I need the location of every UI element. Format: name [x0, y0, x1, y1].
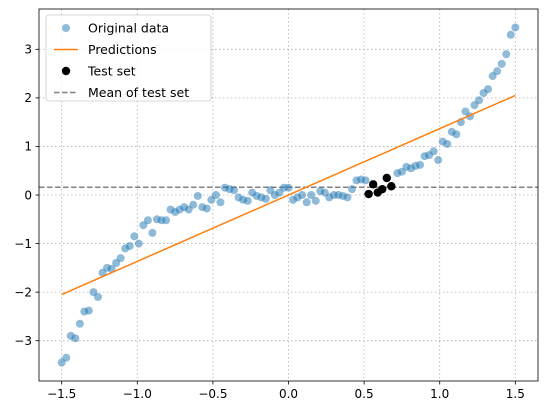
test-set-point — [387, 182, 396, 191]
original-data-point — [443, 140, 452, 149]
legend-label: Original data — [88, 21, 169, 36]
original-data-point — [189, 200, 198, 209]
x-tick-label: 0.5 — [355, 387, 374, 401]
original-data-point — [216, 198, 225, 207]
original-data-point — [506, 30, 515, 39]
original-data-point — [361, 176, 370, 185]
original-data-point — [93, 292, 102, 301]
legend-marker — [62, 24, 70, 32]
original-data-point — [511, 23, 520, 32]
x-tick-label: −1.5 — [47, 387, 76, 401]
original-data-point — [493, 67, 502, 76]
y-tick-label: −3 — [14, 334, 32, 348]
legend-box — [45, 14, 212, 102]
original-data-point — [62, 353, 71, 362]
legend: Original data Predictions Test set Mean of … — [45, 14, 212, 102]
original-data-point — [75, 319, 84, 328]
test-set-point — [378, 184, 387, 194]
original-data-point — [452, 130, 461, 139]
y-tick-label: −1 — [14, 237, 32, 251]
original-data-point — [497, 59, 506, 68]
original-data-point — [343, 193, 352, 202]
x-tick-label: 1.0 — [430, 387, 449, 401]
original-data-point — [261, 194, 270, 203]
original-data-point — [434, 156, 443, 165]
legend-label: Test set — [87, 64, 136, 79]
original-data-point — [130, 232, 139, 241]
original-data-point — [429, 147, 438, 156]
original-data-point — [211, 191, 220, 199]
original-data-point — [162, 216, 171, 225]
test-set-point — [368, 180, 378, 189]
original-data-point — [107, 264, 116, 273]
y-tick-label: 3 — [24, 43, 32, 57]
original-data-point — [475, 96, 484, 105]
original-data-point — [71, 334, 80, 343]
original-data-point — [193, 191, 202, 200]
original-data-layer — [57, 23, 520, 367]
x-tick-label: 0.0 — [279, 387, 298, 401]
original-data-point — [298, 191, 307, 199]
original-data-point — [311, 196, 320, 205]
legend-label: Predictions — [88, 42, 157, 57]
test-set-layer — [364, 173, 396, 199]
y-tick-label: −2 — [14, 285, 32, 299]
original-data-point — [484, 85, 493, 94]
y-tick-label: 0 — [24, 188, 32, 202]
original-data-point — [416, 160, 425, 169]
legend-label: Mean of test set — [88, 85, 189, 100]
original-data-point — [116, 254, 125, 263]
x-tick-label: −0.5 — [198, 387, 227, 401]
legend-marker — [61, 66, 71, 76]
x-tick-label: 1.5 — [506, 387, 525, 401]
original-data-point — [302, 198, 311, 207]
original-data-point — [502, 50, 511, 59]
original-data-point — [84, 306, 93, 315]
predictions-layer — [61, 94, 516, 296]
original-data-point — [148, 228, 157, 237]
original-data-point — [307, 191, 316, 199]
y-tick-label: 1 — [24, 140, 32, 154]
original-data-point — [125, 241, 134, 250]
original-data-point — [243, 196, 252, 205]
test-set-point — [382, 173, 391, 183]
predictions-line — [61, 94, 516, 296]
original-data-point — [202, 204, 211, 213]
original-data-point — [134, 239, 143, 248]
y-tick-label: 2 — [24, 91, 32, 105]
original-data-point — [348, 185, 357, 194]
x-tick-label: −1.0 — [123, 387, 152, 401]
original-data-point — [143, 216, 152, 225]
test-set-point — [364, 189, 373, 199]
original-data-point — [230, 186, 239, 195]
original-data-point — [284, 183, 293, 192]
ticks: −1.5 −1.0 −0.5 0.0 0.5 1.0 1.5 −3 −2 −1 0 1 2 3 — [14, 43, 525, 401]
